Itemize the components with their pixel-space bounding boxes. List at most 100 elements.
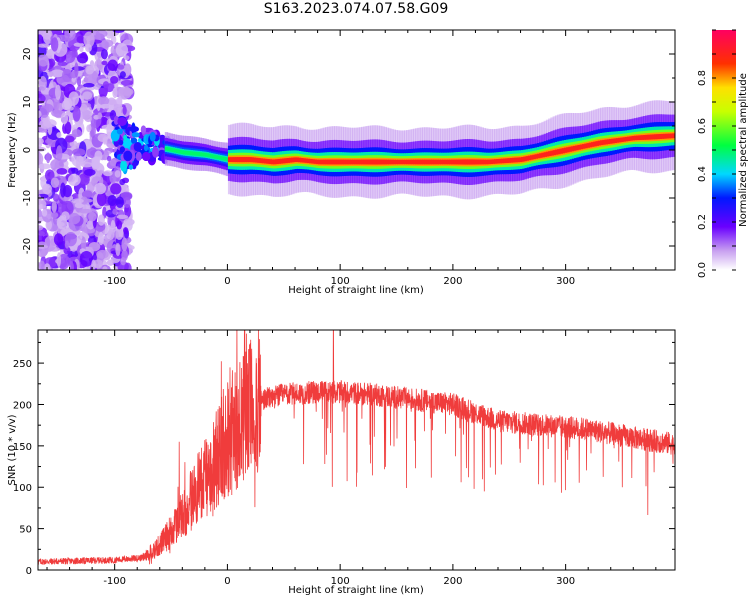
heatmap-ridge-cell — [417, 159, 421, 165]
heatmap-ridge-cell — [390, 159, 394, 165]
heatmap-noise-blob — [78, 208, 93, 214]
heatmap-noise-blob — [99, 103, 112, 109]
heatmap-ridge-cell — [577, 144, 581, 150]
heatmap-ridge-cell — [672, 133, 675, 139]
heatmap-noise-blob — [56, 215, 68, 230]
heatmap-ridge-cell — [554, 149, 559, 155]
heatmap-noise-blob — [47, 58, 56, 68]
heatmap-noise-blob — [106, 155, 112, 162]
heatmap-ridge-cell — [541, 152, 545, 158]
heatmap-ridge-cell — [640, 135, 645, 140]
heatmap-ridge-cell — [633, 135, 638, 141]
heatmap-ridge-cell — [498, 158, 502, 164]
heatmap-ridge-cell — [523, 156, 527, 162]
y-tick-label: 0 — [22, 147, 33, 153]
heatmap-ridge-cell — [309, 158, 313, 164]
heatmap-ridge-cell — [295, 157, 300, 163]
heatmap-ridge-cell — [433, 159, 437, 165]
heatmap-ridge-cell — [223, 157, 227, 161]
heatmap-transition-blob — [129, 126, 139, 133]
heatmap-ridge-cell — [345, 159, 349, 165]
heatmap-noise-blob — [67, 174, 81, 187]
heatmap-noise-blob — [64, 51, 76, 64]
heatmap-noise-blob — [80, 196, 88, 205]
heatmap-transition-blob — [118, 139, 124, 146]
heatmap-noise-blob — [86, 124, 92, 133]
heatmap-noise-blob — [101, 60, 108, 66]
heatmap-ridge-cell — [351, 159, 356, 165]
heatmap-ridge-cell — [539, 153, 543, 158]
heatmap-ridge-cell — [512, 157, 516, 163]
heatmap-transition-blob — [116, 128, 123, 135]
heatmap-noise-blob — [52, 193, 60, 202]
heatmap-noise-blob — [117, 261, 129, 270]
heatmap-ridge-cell — [419, 159, 424, 165]
heatmap-noise-blob — [123, 227, 129, 235]
heatmap-ridge-cell — [473, 159, 478, 165]
heatmap-ridge-cell — [532, 154, 536, 160]
heatmap-noise-blob — [102, 136, 108, 145]
heatmap-ridge-cell — [171, 148, 176, 153]
heatmap-noise-blob — [47, 71, 54, 77]
heatmap-ridge-cell — [658, 134, 663, 140]
heatmap-ridge-cell — [257, 158, 261, 163]
heatmap-ridge-cell — [234, 157, 239, 163]
heatmap-ridge-cell — [593, 141, 597, 147]
heatmap-ridge-cell — [543, 152, 548, 157]
heatmap-ridge-cell — [509, 157, 514, 163]
heatmap-noise-blob — [115, 196, 125, 208]
heatmap-noise-blob — [80, 161, 93, 168]
heatmap-noise-blob — [38, 110, 42, 119]
heatmap-ridge-cell — [480, 159, 484, 165]
heatmap-ridge-cell — [620, 137, 624, 142]
heatmap-noise-blob — [116, 220, 123, 230]
heatmap-noise-blob — [116, 97, 123, 105]
heatmap-ridge-cell — [385, 159, 390, 165]
heatmap-ridge-cell — [275, 159, 279, 165]
heatmap-ridge-cell — [618, 137, 622, 143]
heatmap-noise-blob — [51, 200, 57, 213]
heatmap-noise-blob — [100, 49, 108, 60]
heatmap-ridge-cell — [410, 159, 415, 165]
heatmap-ridge-cell — [360, 159, 365, 165]
heatmap-noise-blob — [121, 237, 128, 252]
heatmap-noise-blob — [72, 148, 86, 157]
heatmap-ridge-cell — [496, 159, 500, 164]
heatmap-ridge-cell — [439, 159, 444, 165]
heatmap-ridge-cell — [545, 151, 550, 157]
y-tick-label: 250 — [13, 359, 32, 370]
heatmap-ridge-cell — [178, 149, 182, 154]
heatmap-ridge-cell — [392, 159, 396, 165]
heatmap-ridge-cell — [304, 158, 309, 163]
heatmap-ridge-cell — [354, 159, 358, 165]
heatmap-noise-blob — [97, 112, 103, 120]
heatmap-ridge-cell — [248, 157, 252, 163]
heatmap-ridge-cell — [189, 151, 194, 156]
heatmap-noise-blob — [112, 208, 118, 215]
heatmap-transition-blob — [152, 146, 159, 158]
heatmap-noise-blob — [103, 170, 113, 177]
heatmap-ridge-cell — [169, 147, 173, 152]
heatmap-ridge-cell — [369, 159, 374, 165]
heatmap-noise-blob — [50, 69, 65, 78]
heatmap-ridge-cell — [514, 157, 518, 163]
heatmap-noise-blob — [41, 209, 48, 217]
heatmap-noise-blob — [97, 214, 105, 226]
x-tick-label: 0 — [224, 276, 230, 287]
heatmap-noise-blob — [38, 54, 49, 67]
heatmap-ridge-cell — [471, 159, 475, 165]
heatmap-noise-blob — [109, 159, 117, 167]
heatmap-transition-blob — [119, 146, 125, 153]
heatmap-ridge-cell — [599, 140, 604, 146]
y-tick-label: -10 — [22, 190, 33, 206]
heatmap-ridge-cell — [205, 153, 209, 157]
heatmap-ridge-cell — [397, 159, 401, 165]
heatmap-ridge-cell — [320, 159, 324, 165]
heatmap-ridge-cell — [243, 157, 248, 163]
heatmap-noise-blob — [115, 228, 124, 240]
colorbar-tick-label: 0.4 — [697, 166, 708, 182]
heatmap-ridge-cell — [651, 134, 656, 140]
heatmap-ridge-cell — [491, 159, 496, 164]
snr-frame — [37, 329, 676, 571]
